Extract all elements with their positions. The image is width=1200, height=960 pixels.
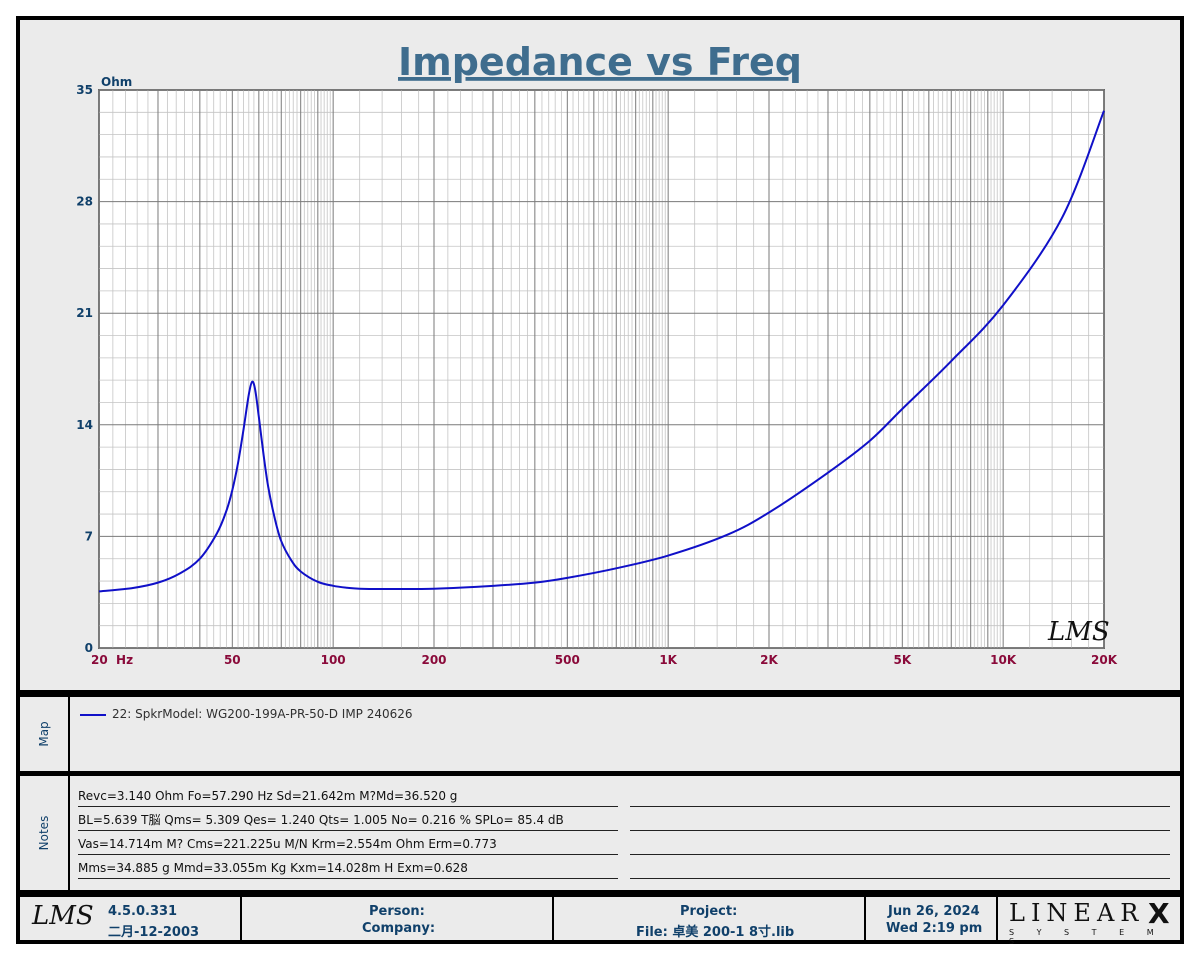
note-line-4: Mms=34.885 g Mmd=33.055m Kg Kxm=14.028m … <box>78 858 618 879</box>
linearx-brand-text: LINEAR <box>1009 899 1145 927</box>
note-blank-3 <box>630 834 1170 855</box>
x-tick-label: 2K <box>760 653 778 667</box>
version-date: 二月-12-2003 <box>108 925 200 940</box>
person-label: Person: <box>369 904 425 919</box>
notes-label-box: Notes <box>20 776 70 890</box>
y-tick-label: 21 <box>76 306 93 320</box>
linearx-logo: LINEAR X S Y S T E M S <box>1005 897 1180 946</box>
chart-panel: Impedance vs Freq Ohm 0 7 14 21 28 35 20 Hz 50… <box>16 16 1184 694</box>
note-blank-4 <box>630 858 1170 879</box>
plot-area <box>98 89 1105 649</box>
map-panel: Map 22: SpkrModel: WG200-199A-PR-50-D IM… <box>16 693 1184 775</box>
x-tick-label: 10K <box>990 653 1017 667</box>
notes-panel: Notes Revc=3.140 Ohm Fo=57.290 Hz Sd=21.… <box>16 772 1184 894</box>
file-label: File: 卓美 200-1 8寸.lib <box>636 925 795 940</box>
note-line-3: Vas=14.714m M? Cms=221.225u M/N Krm=2.55… <box>78 834 618 855</box>
legend-entry: 22: SpkrModel: WG200-199A-PR-50-D IMP 24… <box>112 707 413 721</box>
x-tick-label: 5K <box>893 653 911 667</box>
linearx-brand-x: X <box>1148 897 1170 930</box>
company-label: Company: <box>362 921 436 936</box>
notes-label: Notes <box>37 815 51 851</box>
project-label: Project: <box>680 904 738 919</box>
x-tick-label: 100 <box>321 653 346 667</box>
x-tick-label: 200 <box>421 653 446 667</box>
x-tick-label: 500 <box>555 653 580 667</box>
major-grid <box>98 89 1105 649</box>
x-tick-label: 1K <box>659 653 677 667</box>
x-tick-label: 20K <box>1091 653 1118 667</box>
y-tick-label: 28 <box>76 195 93 209</box>
footer-time: Wed 2:19 pm <box>886 921 983 936</box>
x-tick-label: 50 <box>224 653 241 667</box>
y-tick-label: 35 <box>76 83 93 97</box>
map-label: Map <box>37 721 51 747</box>
map-label-box: Map <box>20 697 70 771</box>
x-tick-labels: 20 Hz 50 100 200 500 1K 2K 5K 10K 20K <box>91 653 1118 667</box>
footer-panel: LMS 4.5.0.331 二月-12-2003 Person: Company… <box>16 893 1184 946</box>
lms-watermark: LMS <box>1047 617 1110 647</box>
footer-version-cell: LMS 4.5.0.331 二月-12-2003 <box>20 897 242 940</box>
minor-grid <box>99 90 1104 648</box>
impedance-curve <box>98 110 1105 593</box>
y-axis-unit-label: Ohm <box>101 75 132 89</box>
impedance-chart: Impedance vs Freq Ohm 0 7 14 21 28 35 20 Hz 50… <box>76 40 1118 667</box>
y-tick-label: 0 <box>85 641 93 655</box>
footer-project-cell: Project: File: 卓美 200-1 8寸.lib <box>554 897 866 940</box>
footer-lms-logo: LMS <box>32 901 94 931</box>
footer-person-cell: Person: Company: <box>242 897 554 940</box>
footer-date-cell: Jun 26, 2024 Wed 2:19 pm <box>866 897 998 940</box>
footer-date: Jun 26, 2024 <box>888 904 980 919</box>
version-number: 4.5.0.331 <box>108 904 178 919</box>
note-blank-1 <box>630 786 1170 807</box>
note-blank-2 <box>630 810 1170 831</box>
y-tick-label: 14 <box>76 418 93 432</box>
legend-line-swatch <box>80 714 106 716</box>
x-tick-label: 20 Hz <box>91 653 133 667</box>
y-tick-label: 7 <box>85 529 93 543</box>
chart-title: Impedance vs Freq <box>398 40 802 84</box>
linearx-systems-text: S Y S T E M S <box>1009 928 1164 946</box>
note-line-2: BL=5.639 T脳 Qms= 5.309 Qes= 1.240 Qts= 1… <box>78 810 618 831</box>
y-tick-labels: 0 7 14 21 28 35 <box>76 83 93 655</box>
note-line-1: Revc=3.140 Ohm Fo=57.290 Hz Sd=21.642m M… <box>78 786 618 807</box>
